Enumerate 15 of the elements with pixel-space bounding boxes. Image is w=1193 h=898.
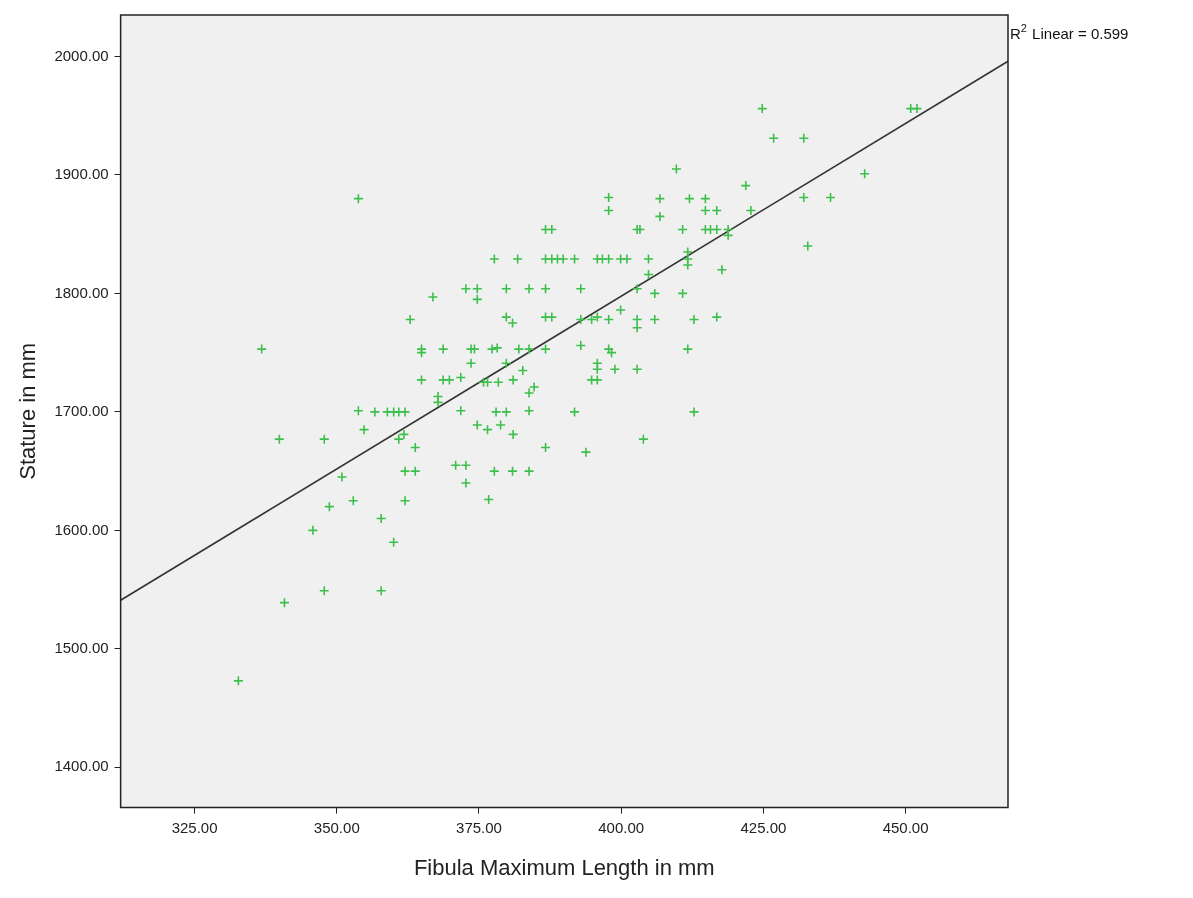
x-tick-label: 375.00	[456, 818, 502, 836]
x-axis-title: Fibula Maximum Length in mm	[413, 854, 715, 880]
x-tick-label: 400.00	[598, 818, 645, 836]
y-tick-label: 2000.00	[54, 46, 109, 64]
y-tick-label: 1600.00	[54, 520, 109, 538]
x-tick-label: 350.00	[313, 818, 360, 836]
y-tick-label: 1900.00	[54, 165, 109, 183]
x-tick-label: 425.00	[740, 818, 787, 836]
y-tick-label: 1800.00	[54, 283, 109, 301]
y-axis-title: Stature in mm	[15, 342, 41, 480]
x-tick-label: 325.00	[171, 818, 218, 836]
x-tick-label: 450.00	[882, 818, 929, 836]
y-tick-label: 1500.00	[54, 638, 109, 656]
y-tick-label: 1700.00	[54, 402, 109, 420]
y-tick-label: 1400.00	[54, 757, 109, 775]
